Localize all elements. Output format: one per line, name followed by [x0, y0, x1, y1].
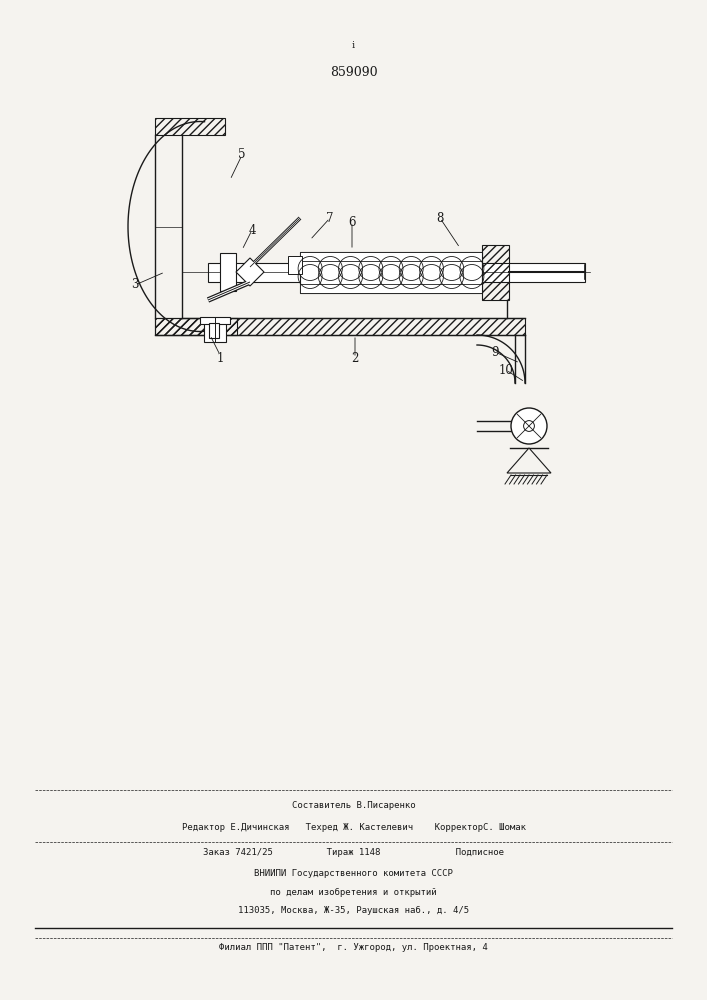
Polygon shape [507, 448, 551, 473]
Text: 7: 7 [326, 212, 334, 225]
Text: 2: 2 [351, 352, 358, 364]
Bar [200, 317, 230, 324]
Bar [300, 252, 482, 293]
Text: 859090: 859090 [329, 66, 378, 79]
Circle shape [524, 421, 534, 431]
Text: 6: 6 [349, 216, 356, 229]
Bar [300, 284, 482, 293]
Bar [155, 118, 225, 135]
Text: Составитель В.Писаренко: Составитель В.Писаренко [292, 801, 415, 810]
Text: ВНИИПИ Государственного комитета СССР: ВНИИПИ Государственного комитета СССР [254, 868, 453, 878]
Text: 3: 3 [132, 278, 139, 292]
Text: Филиал ППП "Патент",  г. Ужгород, ул. Проектная, 4: Филиал ППП "Патент", г. Ужгород, ул. Про… [219, 944, 488, 952]
Bar [220, 253, 236, 291]
Text: по делам изобретения и открытий: по делам изобретения и открытий [270, 887, 437, 897]
Bar [208, 262, 585, 282]
Text: Редактор Е.Дичинская   Техред Ж. Кастелевич    КорректорС. Шомак: Редактор Е.Дичинская Техред Ж. Кастелеви… [182, 823, 525, 832]
Text: 4: 4 [248, 224, 256, 236]
Text: 9: 9 [491, 346, 498, 359]
Text: 113035, Москва, Ж-35, Раушская наб., д. 4/5: 113035, Москва, Ж-35, Раушская наб., д. … [238, 905, 469, 915]
Text: Заказ 7421/25          Тираж 1148              Подписное: Заказ 7421/25 Тираж 1148 Подписное [203, 848, 504, 857]
Polygon shape [236, 258, 264, 286]
Text: 8: 8 [436, 212, 444, 225]
Bar [155, 318, 237, 335]
Circle shape [511, 408, 547, 444]
Text: 10: 10 [498, 363, 513, 376]
Bar [300, 252, 482, 261]
Bar [288, 256, 302, 274]
Bar [204, 318, 226, 342]
Bar [209, 323, 219, 338]
Bar [482, 245, 509, 300]
Bar [155, 318, 525, 335]
Text: 5: 5 [238, 148, 246, 161]
Text: i: i [352, 40, 355, 49]
Text: 1: 1 [216, 352, 223, 364]
